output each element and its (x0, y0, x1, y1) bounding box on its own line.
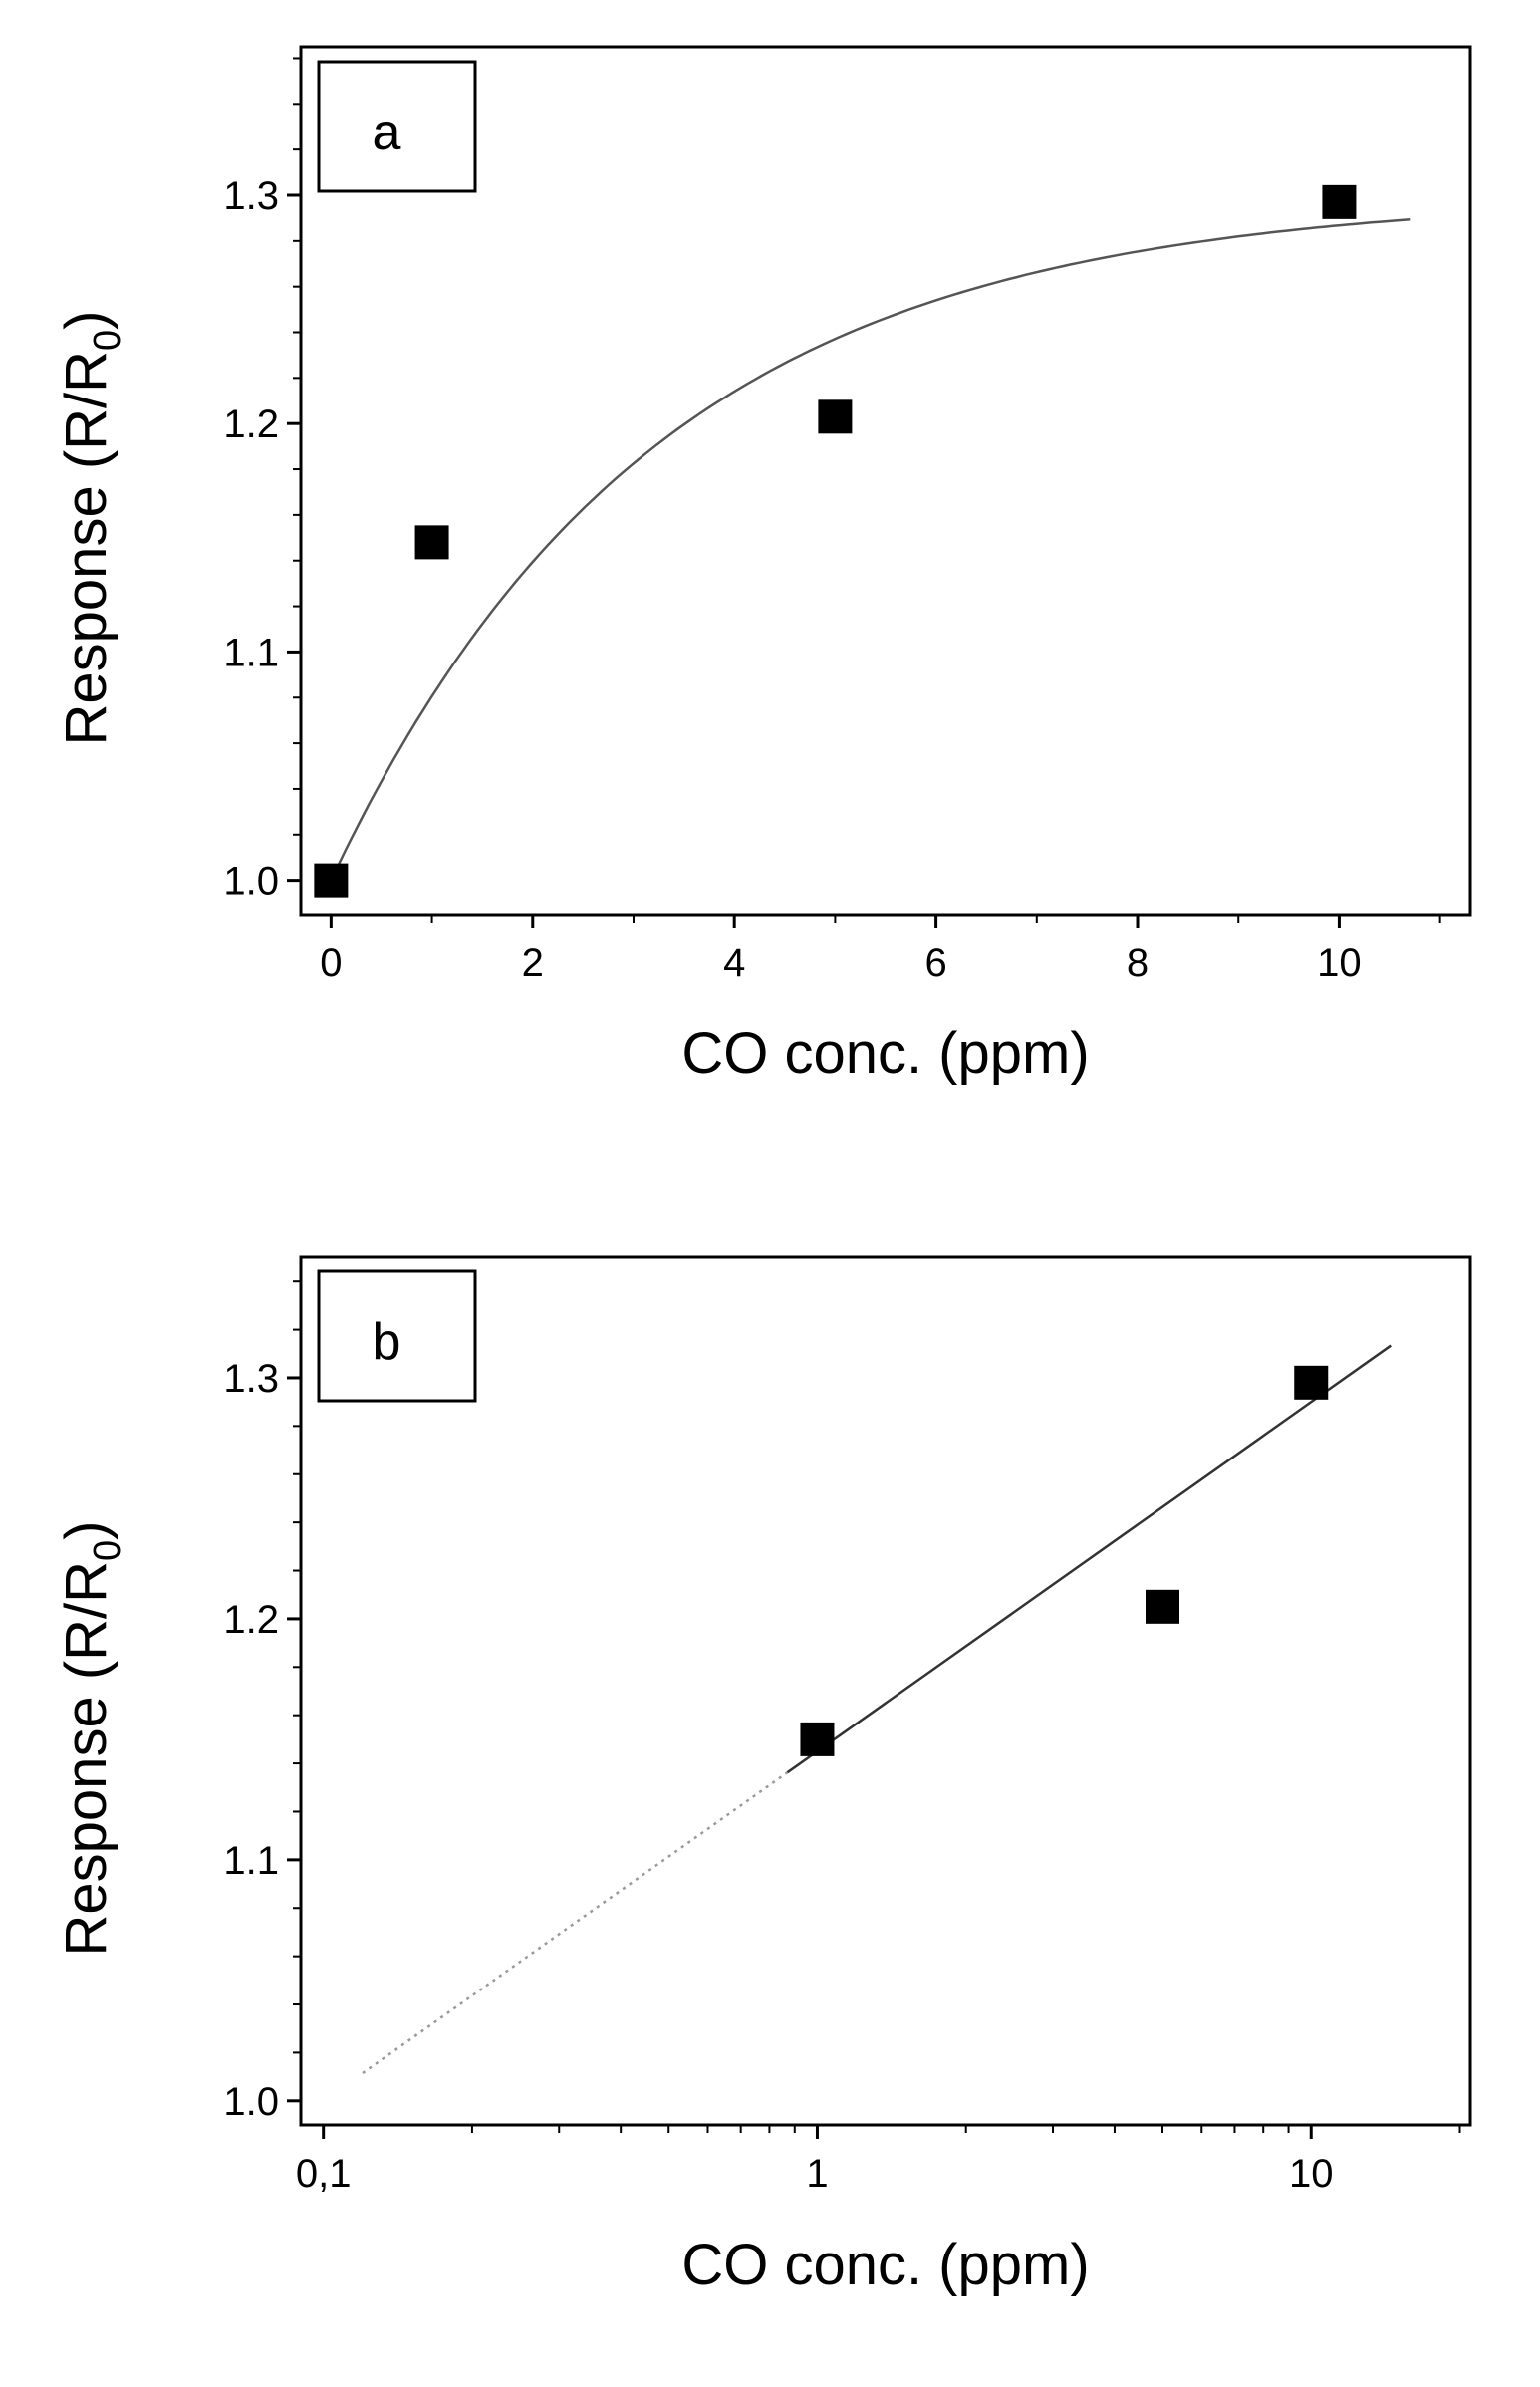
plot-frame-b (299, 1255, 1472, 2127)
panel-label-box-a (317, 60, 477, 193)
panel-label-b: b (373, 1313, 401, 1371)
y-tick-label: 1.1 (223, 631, 279, 674)
y-tick-label: 1.1 (223, 1839, 279, 1883)
y-tick-label: 1.0 (223, 2080, 279, 2124)
x-tick-label: 4 (723, 941, 745, 985)
x-tick-label: 10 (1317, 941, 1362, 985)
y-tick-label: 1.2 (223, 1598, 279, 1642)
y-axis-title-a: Response (R/R0) (54, 311, 128, 746)
data-point (1322, 184, 1357, 219)
panel-b: b 0,1 1 10 1.0 1.1 1.2 1.3 CO conc. (ppm) Resp… (54, 1255, 1472, 2297)
x-tick-label: 10 (1289, 2152, 1334, 2196)
x-tick-label: 0,1 (296, 2152, 352, 2196)
panel-label-box-b (317, 1269, 477, 1403)
data-point (1294, 1365, 1329, 1400)
x-axis-title-b: CO conc. (ppm) (681, 2233, 1089, 2297)
data-points-b (800, 1365, 1329, 1756)
x-axis-title-a: CO conc. (ppm) (681, 1021, 1089, 1086)
fit-curve-a (330, 218, 1411, 882)
fit-line-b (362, 1344, 1392, 2075)
y-tick-label: 1.3 (223, 174, 279, 218)
x-tick-label: 6 (924, 941, 946, 985)
data-point (314, 863, 349, 898)
fit-curve (330, 218, 1411, 882)
x-tick-label: 8 (1127, 941, 1149, 985)
x-tick-label: 2 (522, 941, 544, 985)
x-tick-label: 1 (806, 2152, 828, 2196)
y-axis-title-b: Response (R/R0) (54, 1521, 128, 1957)
panel-a: a 0 2 4 6 8 10 1.0 1.1 1.2 1.3 CO conc. (ppm) Res… (54, 45, 1472, 1086)
y-tick-label: 1.0 (223, 860, 279, 904)
y-tick-label: 1.2 (223, 402, 279, 446)
x-tick-label: 0 (320, 941, 342, 985)
y-tick-label: 1.3 (223, 1357, 279, 1401)
fit-line (786, 1344, 1392, 1774)
data-point (818, 399, 853, 434)
fit-line-extrapolated (362, 1771, 789, 2075)
data-points-a (314, 184, 1357, 898)
plot-frame-a (299, 45, 1472, 917)
data-point (1146, 1589, 1180, 1624)
data-point (414, 525, 449, 560)
ticks-b: 0,1 1 10 1.0 1.1 1.2 1.3 (223, 1280, 1461, 2196)
ticks-a: 0 2 4 6 8 10 1.0 1.1 1.2 1.3 (223, 57, 1441, 985)
panel-label-a: a (373, 104, 401, 161)
data-point (800, 1722, 835, 1756)
